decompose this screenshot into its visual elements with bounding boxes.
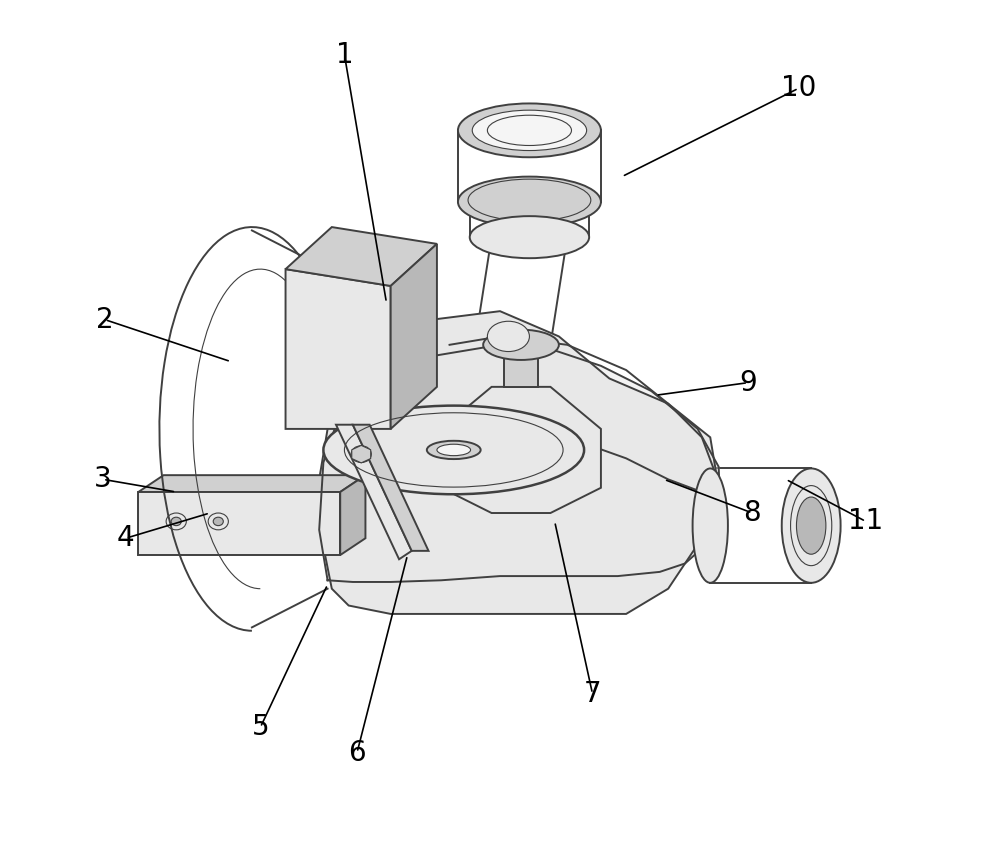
Ellipse shape	[437, 444, 471, 456]
Text: 9: 9	[739, 368, 757, 397]
Ellipse shape	[693, 468, 728, 583]
Ellipse shape	[351, 446, 371, 463]
Polygon shape	[138, 475, 365, 492]
Text: 1: 1	[336, 40, 353, 69]
Text: 5: 5	[252, 713, 269, 742]
Polygon shape	[336, 425, 412, 559]
Polygon shape	[315, 311, 719, 614]
Text: 7: 7	[584, 680, 601, 708]
Ellipse shape	[458, 103, 601, 157]
Ellipse shape	[323, 405, 584, 495]
Ellipse shape	[487, 321, 529, 352]
Text: 2: 2	[96, 305, 114, 334]
Text: 10: 10	[781, 74, 816, 103]
Polygon shape	[340, 475, 365, 555]
Polygon shape	[319, 345, 720, 582]
Polygon shape	[504, 345, 538, 387]
Polygon shape	[286, 269, 391, 429]
Ellipse shape	[782, 468, 841, 583]
Text: 4: 4	[117, 524, 135, 553]
Ellipse shape	[796, 497, 826, 554]
Text: 8: 8	[743, 499, 761, 527]
Text: 11: 11	[848, 507, 883, 536]
Ellipse shape	[427, 441, 481, 459]
Text: 6: 6	[348, 738, 366, 767]
Ellipse shape	[472, 110, 587, 151]
Ellipse shape	[171, 517, 181, 526]
Ellipse shape	[470, 216, 589, 258]
Ellipse shape	[458, 177, 601, 227]
Text: 3: 3	[94, 465, 112, 494]
Polygon shape	[441, 387, 601, 513]
Ellipse shape	[213, 517, 223, 526]
Ellipse shape	[483, 330, 559, 360]
Polygon shape	[352, 446, 371, 463]
Polygon shape	[391, 244, 437, 429]
Polygon shape	[353, 425, 429, 551]
Polygon shape	[138, 492, 340, 555]
Polygon shape	[286, 227, 437, 286]
